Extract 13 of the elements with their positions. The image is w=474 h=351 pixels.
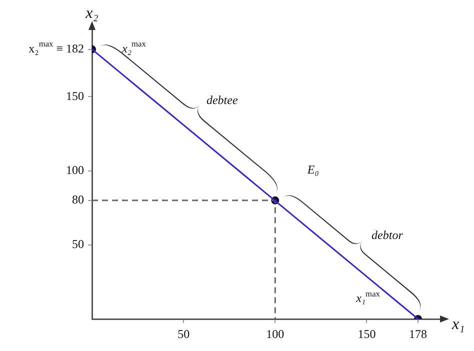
y-tick-label: 150 xyxy=(66,88,84,103)
y-tick-label: 100 xyxy=(66,162,84,177)
x-axis-title: x₁ xyxy=(451,316,465,334)
annotation: E₀ xyxy=(306,162,319,177)
x-tick-label: 178 xyxy=(409,327,428,342)
annotation: debtor xyxy=(372,228,404,242)
y-axis-title: x₂ xyxy=(84,5,99,22)
x-tick-label: 150 xyxy=(358,327,376,342)
x-tick-label: 100 xyxy=(266,327,284,342)
y-tick-label: 80 xyxy=(72,192,84,207)
y-tick-label: 50 xyxy=(72,237,84,252)
annotation: debtee xyxy=(206,92,238,107)
x-tick-label: 50 xyxy=(178,327,190,342)
